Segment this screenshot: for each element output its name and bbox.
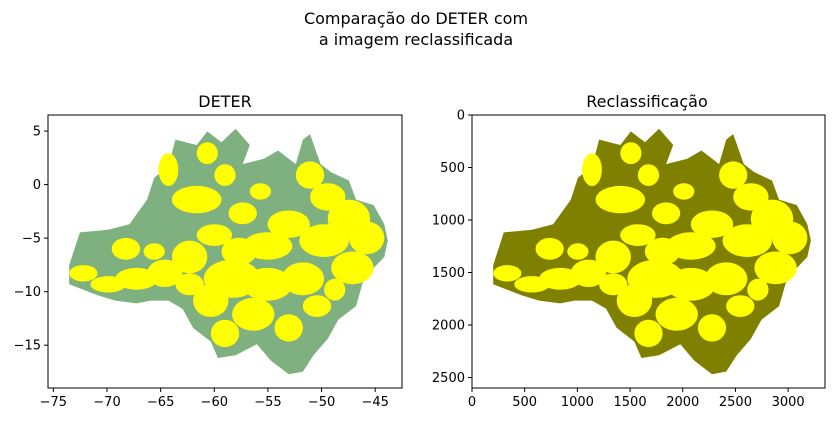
reclass-detection-patch [666, 267, 716, 301]
deter-detection-patch [242, 267, 293, 301]
reclass-xtick-label: 1500 [614, 395, 647, 410]
reclass-image [493, 128, 811, 375]
reclass-ytick-label: 1500 [432, 266, 465, 281]
deter-map [69, 128, 388, 375]
deter-ytick-label: 0 [33, 178, 41, 193]
reclass-detection-patch [637, 164, 660, 187]
reclass-detection-patch [514, 276, 550, 293]
deter-detection-patch [111, 237, 141, 260]
reclass-detection-patch [705, 262, 748, 296]
deter-ytick-label: −5 [22, 232, 41, 247]
reclass-detection-patch [567, 243, 589, 260]
deter-detection-patch [348, 221, 385, 255]
reclass-detection-patch [595, 185, 645, 214]
deter-detection-patch [143, 243, 165, 260]
deter-detection-patch [196, 224, 233, 247]
reclass-ticks: 0 500 1000 1500 2000 2500 3000 0 500 1000 1500 2000… [432, 109, 805, 411]
deter-detection-patch [302, 295, 332, 317]
deter-ytick-label: 5 [33, 125, 41, 140]
deter-detection-patch [295, 161, 325, 189]
reclass-detection-patch [634, 319, 663, 348]
reclass-ytick-label: 1000 [432, 214, 465, 229]
reclass-xtick-label: 0 [468, 395, 476, 410]
reclass-frame [471, 114, 826, 389]
reclass-detection-patch [673, 183, 695, 200]
deter-xtick-label: −60 [201, 395, 228, 410]
reclass-detection-patch [772, 221, 808, 255]
deter-xtick-label: −45 [361, 395, 388, 410]
suptitle-line-2: a imagem reclassificada [319, 30, 513, 49]
deter-xtick-label: −50 [308, 395, 335, 410]
deter-xtick-label: −70 [93, 395, 120, 410]
reclass-detection-patch [616, 284, 653, 317]
reclass-detection-patch [582, 153, 602, 187]
deter-detection-patch [324, 278, 346, 301]
deter-detection-patch [267, 210, 310, 238]
reclass-xtick-label: 1000 [561, 395, 594, 410]
reclass-detection-patch [722, 224, 772, 257]
reclass-detection-patch [493, 265, 522, 282]
deter-detection-patch [249, 183, 271, 200]
reclass-ytick-label: 2000 [432, 319, 465, 334]
deter-detection-patch [232, 297, 275, 331]
deter-axes: DETER −75 −70 −65 −60 −55 −50 −45 5 0 −5 −10 −15 [14, 92, 403, 410]
reclass-detection-patch [719, 161, 748, 189]
reclass-detection-patch [539, 267, 582, 290]
deter-detection-patch [274, 314, 303, 342]
reclass-ytick-label: 2500 [432, 371, 465, 386]
deter-detection-patch [299, 224, 349, 257]
reclass-ytick-label: 0 [457, 109, 465, 124]
deter-detection-patch [115, 267, 158, 290]
deter-xtick-label: −75 [40, 395, 67, 410]
deter-xtick-label: −65 [147, 395, 174, 410]
deter-detection-patch [90, 276, 126, 293]
reclass-xtick-label: 2000 [666, 395, 699, 410]
deter-ytick-label: −15 [14, 339, 41, 354]
deter-detection-patch [196, 142, 218, 165]
deter-detection-patch [158, 153, 179, 187]
reclass-detection-patch [754, 251, 797, 285]
deter-detection-patch [210, 319, 240, 348]
reclass-detection-patch [690, 210, 734, 238]
deter-detection-patch [193, 284, 229, 317]
deter-frame [47, 114, 403, 389]
reclass-title: Reclassificação [586, 92, 707, 111]
suptitle-line-1: Comparação do DETER com [304, 9, 528, 28]
reclass-detection-patch [595, 240, 631, 274]
reclass-detection-patch [655, 297, 698, 331]
deter-detection-patch [171, 185, 222, 214]
reclass-detection-patch [599, 273, 628, 296]
reclass-detection-patch [620, 142, 642, 165]
reclass-xtick-label: 2500 [719, 395, 752, 410]
reclass-ytick-label: 500 [440, 161, 465, 176]
reclass-axes: Reclassificação 0 500 1000 1500 2000 2500 3000… [432, 92, 826, 411]
reclass-detection-patch [652, 202, 681, 225]
deter-detection-patch [175, 273, 204, 296]
deter-ticks: −75 −70 −65 −60 −55 −50 −45 5 0 −5 −10 −15 [14, 125, 389, 410]
reclass-detection-patch [535, 237, 564, 260]
deter-detection-patch [69, 265, 98, 282]
deter-detection-patch [214, 164, 236, 187]
deter-title: DETER [198, 92, 251, 111]
reclass-detection-patch [726, 295, 755, 317]
deter-detection-patch [281, 262, 325, 296]
deter-detection-patch [171, 240, 208, 274]
deter-xtick-label: −55 [254, 395, 281, 410]
reclass-xtick-label: 3000 [772, 395, 805, 410]
reclass-detection-patch [697, 314, 727, 342]
reclass-detection-patch [747, 278, 769, 301]
deter-ytick-label: −10 [14, 285, 41, 300]
reclass-detection-patch [644, 237, 681, 266]
deter-detection-patch [331, 251, 374, 285]
reclass-xtick-label: 500 [512, 395, 537, 410]
deter-detection-patch [221, 237, 257, 266]
deter-detection-patch [228, 202, 257, 225]
reclass-detection-patch [620, 224, 656, 247]
